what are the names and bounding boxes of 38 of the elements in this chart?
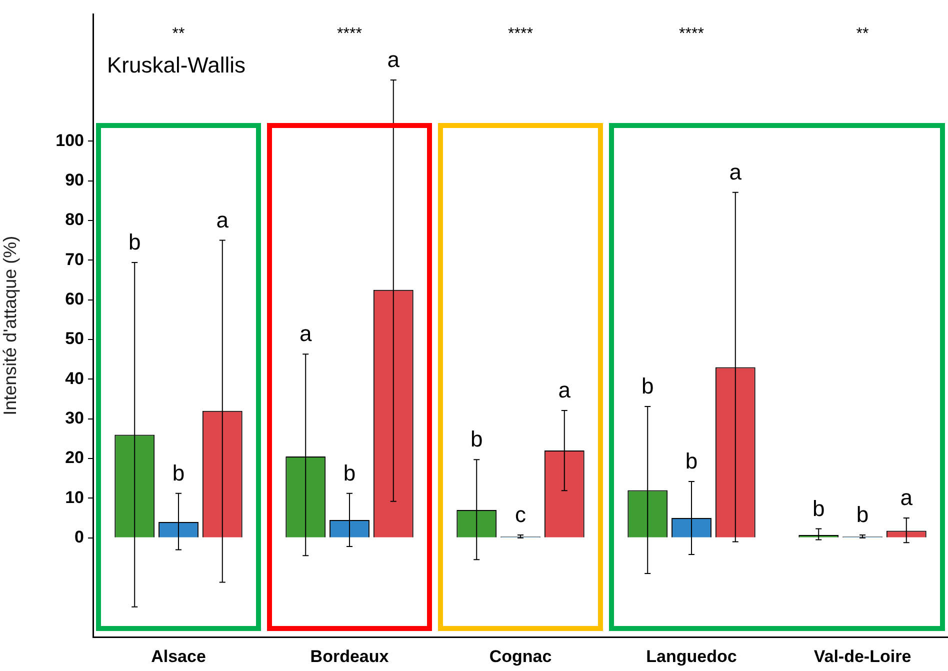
annotation: a (900, 485, 914, 510)
annotation: **** (508, 26, 533, 43)
x-tick-label: Cognac (489, 646, 552, 666)
annotation: ** (172, 26, 185, 43)
y-tick-label: 0 (74, 528, 84, 547)
annotation: a (216, 207, 230, 232)
annotation: b (685, 448, 698, 474)
annotation: a (729, 159, 742, 184)
y-axis-title: Intensité d'attaque (%) (0, 236, 20, 416)
annotation: ** (856, 26, 869, 43)
annotation: a (299, 321, 312, 346)
y-tick-label: 90 (65, 170, 84, 190)
y-tick-label: 40 (65, 368, 84, 388)
y-tick-label: 20 (65, 448, 84, 468)
annotation: b (172, 460, 185, 486)
x-tick-label: Bordeaux (310, 646, 390, 666)
annotation: a (387, 47, 400, 72)
annotation: b (128, 230, 141, 255)
x-tick-label: Val-de-Loire (814, 646, 912, 666)
annotation: **** (679, 26, 704, 43)
y-tick-label: 100 (56, 130, 84, 150)
y-tick-label: 30 (65, 408, 84, 428)
y-tick-label: 70 (65, 250, 84, 269)
annotation: b (812, 496, 825, 521)
y-tick-label: 50 (65, 329, 84, 348)
annotation: b (641, 374, 654, 399)
y-tick-label: 10 (65, 488, 84, 507)
x-tick-label: Alsace (151, 646, 206, 666)
annotation: a (558, 378, 572, 403)
annotation: b (470, 426, 483, 452)
x-tick-label: Languedoc (646, 646, 737, 666)
y-tick-label: 60 (65, 290, 84, 309)
annotation: **** (337, 26, 362, 43)
annotation: b (343, 460, 356, 486)
annotation: Kruskal-Wallis (107, 52, 246, 78)
annotation: b (856, 502, 869, 528)
annotation: c (515, 502, 526, 528)
y-tick-label: 80 (65, 210, 84, 230)
